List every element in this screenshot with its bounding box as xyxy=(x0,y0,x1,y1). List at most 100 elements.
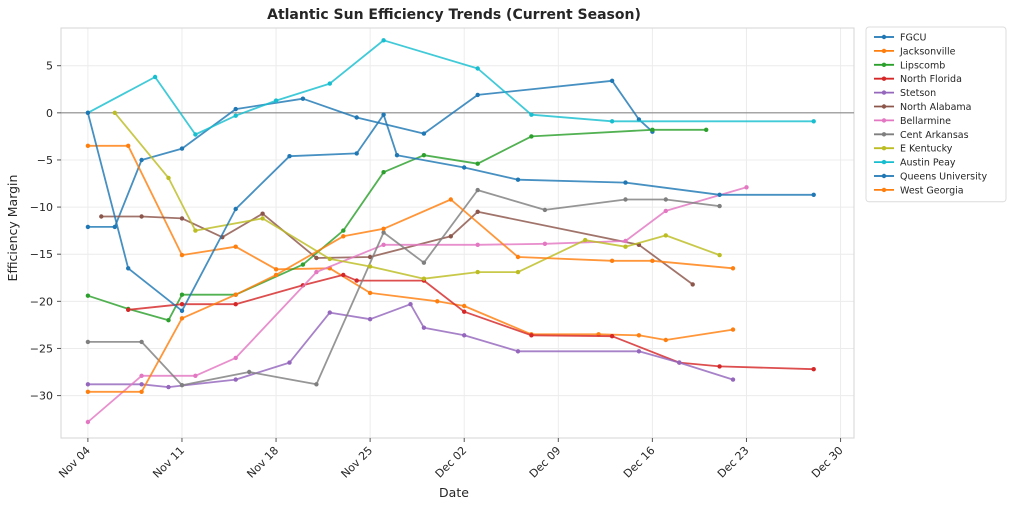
data-point xyxy=(529,112,534,117)
data-point xyxy=(730,377,736,382)
y-axis-label: Efficiency Margin xyxy=(5,175,20,282)
legend-label: Queens University xyxy=(900,172,987,183)
legend-label: Jacksonville xyxy=(899,46,956,57)
data-point xyxy=(354,278,359,283)
data-point xyxy=(179,316,185,321)
data-point xyxy=(717,252,722,258)
data-point xyxy=(327,81,332,86)
data-point xyxy=(233,355,238,361)
data-point xyxy=(435,299,440,304)
data-point xyxy=(609,78,615,84)
data-point xyxy=(193,228,198,233)
x-tick-label: Dec 02 xyxy=(433,444,470,481)
data-point xyxy=(515,269,521,275)
data-point xyxy=(811,192,816,197)
series-north-alabama xyxy=(99,209,695,287)
data-point xyxy=(650,127,655,132)
data-point xyxy=(139,157,144,163)
series-line xyxy=(87,39,814,136)
data-point xyxy=(636,349,642,354)
data-point xyxy=(233,244,238,249)
data-point xyxy=(166,318,171,323)
series-austin-peay xyxy=(85,38,816,137)
data-point xyxy=(327,256,332,262)
legend: FGCU Jacksonville Lipscomb North Florida Ste… xyxy=(865,26,1007,203)
y-tick-label: 5 xyxy=(46,60,53,73)
data-point xyxy=(529,134,534,139)
data-point xyxy=(421,325,427,330)
data-point xyxy=(381,242,386,247)
data-point xyxy=(139,214,144,219)
data-point xyxy=(233,206,238,212)
data-point xyxy=(663,197,668,202)
data-point xyxy=(515,254,521,260)
data-point xyxy=(609,258,615,263)
data-point xyxy=(179,308,185,313)
data-point xyxy=(623,238,628,244)
data-point xyxy=(139,389,144,394)
y-tick-label: −15 xyxy=(30,248,53,261)
legend-marker xyxy=(881,146,887,151)
legend-item: FGCU xyxy=(874,33,926,44)
x-tick-label: Dec 30 xyxy=(809,444,846,481)
data-point xyxy=(126,307,131,312)
data-point xyxy=(233,377,238,382)
data-point xyxy=(381,112,386,117)
data-point xyxy=(354,151,359,156)
data-point xyxy=(314,382,319,387)
legend-item: Stetson xyxy=(874,88,936,99)
legend-item: Austin Peay xyxy=(874,158,956,169)
series-line xyxy=(87,79,654,228)
data-point xyxy=(381,38,386,43)
y-tick-label: 0 xyxy=(46,107,53,120)
legend-marker xyxy=(881,118,887,123)
data-point xyxy=(287,154,292,159)
data-point xyxy=(609,334,615,339)
y-axis-ticks: 5 0 −5 −10 −15 −20 −25 −30 xyxy=(30,60,61,403)
data-point xyxy=(381,226,386,231)
data-point xyxy=(260,216,265,221)
data-point xyxy=(583,237,588,243)
data-point xyxy=(273,267,279,272)
series-lipscomb xyxy=(85,127,709,323)
legend-item: North Florida xyxy=(874,74,962,85)
data-point xyxy=(717,203,722,209)
legend-item: Jacksonville xyxy=(874,46,956,57)
series-north-florida xyxy=(126,272,816,372)
data-point xyxy=(663,208,668,214)
y-tick-label: −10 xyxy=(30,201,53,214)
data-point xyxy=(327,310,332,315)
series-jacksonville xyxy=(85,143,736,343)
data-point xyxy=(636,333,642,338)
series-line xyxy=(87,128,707,322)
legend-label: E Kentucky xyxy=(900,144,953,155)
data-point xyxy=(462,309,467,314)
series-west-georgia xyxy=(85,197,736,394)
series-line xyxy=(87,144,734,341)
data-point xyxy=(811,119,816,124)
data-point xyxy=(179,292,185,297)
data-point xyxy=(663,337,668,343)
data-point xyxy=(85,419,91,425)
data-point xyxy=(193,373,198,378)
legend-item: E Kentucky xyxy=(874,144,953,155)
data-point xyxy=(126,143,131,148)
legend-box xyxy=(865,26,1007,203)
data-point xyxy=(421,260,427,265)
legend-marker xyxy=(881,159,887,165)
data-point xyxy=(623,197,628,202)
data-point xyxy=(462,333,467,338)
data-point xyxy=(341,272,346,278)
data-point xyxy=(475,92,480,98)
data-point xyxy=(85,224,91,230)
data-point xyxy=(811,367,816,372)
legend-marker xyxy=(881,132,887,137)
data-point xyxy=(273,272,279,278)
data-point xyxy=(260,211,265,216)
data-point xyxy=(448,234,453,239)
data-point xyxy=(139,339,144,345)
series-queens-university xyxy=(85,110,816,313)
data-point xyxy=(381,170,386,175)
data-point xyxy=(85,110,91,116)
